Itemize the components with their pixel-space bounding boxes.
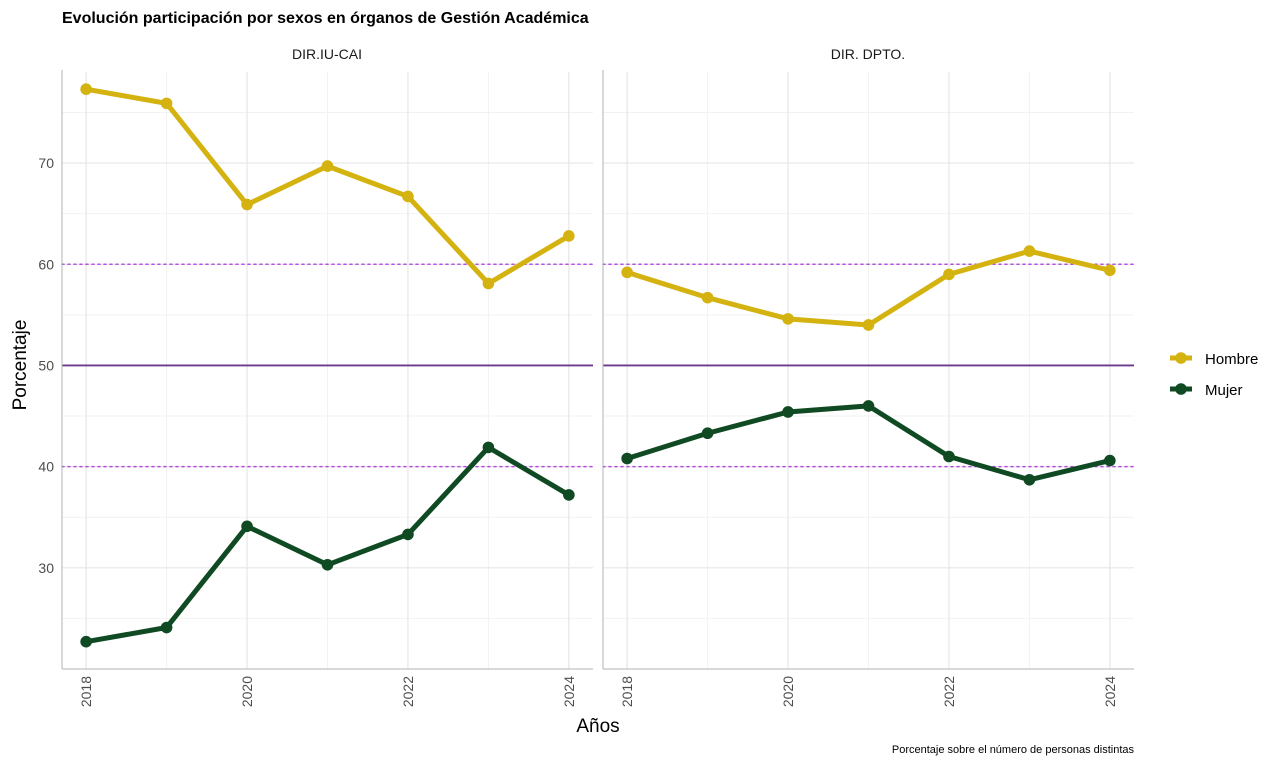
panel-2-series-hombre-point-2019 (701, 291, 714, 304)
panel-2-series-hombre-point-2024 (1104, 264, 1116, 277)
panel-1-series-hombre-point-2019 (160, 97, 173, 110)
panel-1-series-mujer-point-2020 (241, 520, 253, 533)
panel-1-series-hombre-point-2020 (241, 198, 253, 211)
panel-2-series-mujer-point-2021 (862, 400, 875, 412)
y-tick-label-70: 70 (38, 155, 54, 171)
panel-2-series-mujer-point-2018 (621, 452, 633, 465)
panel-1-series-mujer-point-2021 (321, 558, 334, 571)
panel-1-x-tick-label-2020: 2020 (239, 676, 255, 707)
panel-1-series-hombre-point-2024 (563, 230, 575, 242)
panel-2-series-mujer-point-2023 (1023, 473, 1036, 486)
panel-1-series-hombre-point-2021 (321, 160, 334, 172)
legend: Hombre Mujer (1170, 351, 1258, 399)
panel-1-series-mujer-point-2022 (402, 528, 414, 541)
x-axis-label: Años (576, 716, 619, 737)
panel-1-series-hombre-point-2022 (402, 190, 414, 203)
panel-1-series-hombre-point-2023 (482, 277, 495, 290)
panel-1-series-mujer-point-2023 (482, 441, 495, 454)
y-tick-label-40: 40 (38, 459, 54, 475)
chart-caption: Porcentaje sobre el número de personas d… (892, 744, 1135, 756)
legend-label-hombre: Hombre (1205, 351, 1258, 368)
y-tick-label-30: 30 (38, 560, 54, 576)
panel-2-series-hombre-point-2021 (862, 319, 875, 331)
panel-1-series-hombre-point-2018 (80, 83, 92, 96)
panel-2-x-tick-label-2024: 2024 (1102, 676, 1118, 707)
panel-2-series-mujer-point-2024 (1104, 454, 1116, 467)
chart-title: Evolución participación por sexos en órg… (62, 10, 589, 27)
panel-2-series-hombre-point-2023 (1023, 245, 1036, 257)
panel-1-strip-label: DIR.IU-CAI (292, 46, 362, 62)
panel-1-x-tick-label-2024: 2024 (561, 676, 577, 707)
panel-2-series-mujer-point-2022 (943, 450, 955, 463)
panel-2-series-mujer-point-2019 (701, 427, 714, 440)
panel-1-x-tick-label-2018: 2018 (78, 676, 94, 707)
panel-1-series-mujer-point-2024 (563, 489, 575, 501)
panel-2-series-hombre-point-2020 (782, 313, 794, 325)
panel-2-strip-label: DIR. DPTO. (831, 46, 905, 62)
y-axis-ticks: 30 40 50 60 70 (38, 155, 54, 576)
panel-2-x-tick-label-2020: 2020 (780, 676, 796, 707)
x-axis-ticks: 2018 2020 2022 2024 2018 2020 2022 2024 (78, 676, 1118, 707)
panel-1-series-mujer-point-2018 (80, 635, 92, 648)
panel-2: DIR. DPTO. (602, 46, 1135, 670)
panel-1-x-tick-label-2022: 2022 (400, 676, 416, 707)
legend-label-mujer: Mujer (1205, 382, 1243, 399)
panel-2-series-hombre-point-2022 (943, 268, 955, 281)
panel-2-x-tick-label-2022: 2022 (941, 676, 957, 707)
panel-2-series-mujer-point-2020 (782, 406, 794, 418)
panel-2-x-tick-label-2018: 2018 (619, 676, 635, 707)
panel-1-series-mujer-point-2019 (160, 621, 173, 634)
panel-2-series-hombre-point-2018 (621, 266, 633, 279)
panel-1: DIR.IU-CAI (61, 46, 594, 670)
legend-key-hombre-point (1175, 352, 1187, 364)
y-axis-label: Porcentaje (10, 320, 31, 411)
y-tick-label-60: 60 (38, 256, 54, 272)
legend-key-mujer-point (1175, 383, 1187, 395)
y-tick-label-50: 50 (38, 357, 54, 373)
